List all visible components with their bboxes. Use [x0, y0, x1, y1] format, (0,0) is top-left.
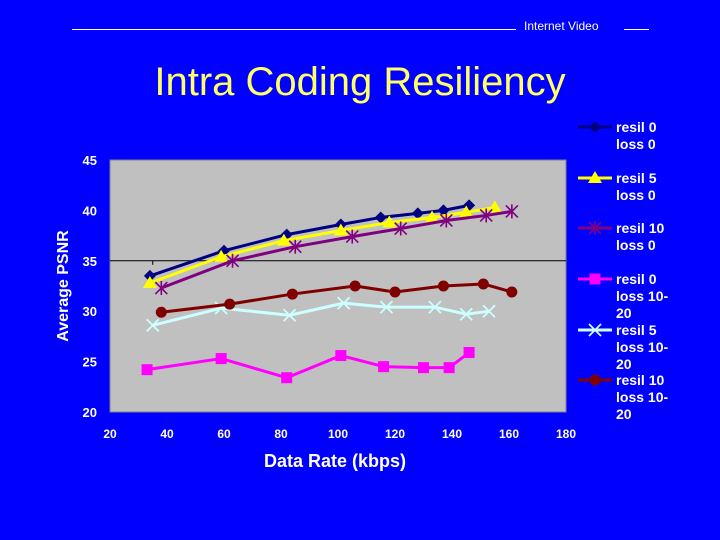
data-point	[155, 306, 167, 318]
series-resil-10-loss-0	[154, 204, 519, 296]
data-point	[425, 210, 440, 223]
data-point	[349, 280, 361, 292]
legend-swatch-marker	[589, 374, 601, 386]
legend-swatch-marker	[588, 171, 602, 183]
data-point	[154, 281, 168, 296]
data-point	[335, 350, 347, 362]
legend-label: resil 10 loss 0	[616, 220, 665, 253]
series-line	[161, 282, 513, 314]
x-axis-label: Data Rate (kbps)	[264, 451, 406, 471]
data-point	[482, 304, 496, 318]
data-point	[378, 361, 390, 373]
data-point	[439, 213, 453, 228]
x-tick-label: 80	[274, 427, 288, 441]
data-point	[225, 253, 240, 268]
x-tick-label: 100	[328, 427, 348, 441]
x-tick-label: 60	[217, 427, 231, 441]
series-line	[152, 301, 490, 327]
data-point	[214, 249, 229, 262]
data-point	[437, 280, 449, 292]
series-resil-10-loss-10-20	[155, 278, 518, 318]
legend-label: resil 0 loss 0	[616, 119, 657, 152]
plot-area	[109, 159, 567, 413]
y-tick-label: 35	[83, 254, 97, 269]
x-tick-label: 180	[556, 427, 576, 441]
data-point	[463, 347, 475, 359]
header-label: Internet Video	[524, 19, 599, 33]
data-point	[389, 286, 401, 298]
legend-swatch-marker	[588, 221, 602, 235]
legend-key-2	[578, 221, 612, 235]
data-point	[459, 205, 474, 218]
legend-key-5	[578, 374, 612, 386]
data-point	[286, 288, 298, 300]
data-point	[411, 207, 424, 220]
legend-swatch-marker	[588, 323, 602, 337]
x-tick-label: 20	[103, 427, 117, 441]
y-tick-label: 45	[83, 153, 97, 168]
data-point	[143, 269, 156, 282]
y-axis-label: Average PSNR	[55, 230, 72, 342]
data-point	[276, 233, 291, 246]
data-point	[146, 318, 160, 332]
data-point	[394, 221, 408, 236]
data-point	[333, 223, 348, 236]
data-point	[379, 300, 394, 314]
data-point	[505, 204, 519, 219]
data-point	[459, 307, 473, 321]
data-point	[288, 239, 302, 254]
data-point	[437, 204, 450, 217]
legend-label: resil 5 loss 0	[616, 170, 657, 203]
x-tick-label: 160	[499, 427, 519, 441]
data-point	[337, 296, 351, 310]
legend-key-0	[578, 121, 612, 133]
data-point	[224, 298, 236, 310]
header-rule-right	[624, 29, 649, 30]
x-tick-label: 120	[385, 427, 405, 441]
y-tick-label: 25	[83, 355, 97, 370]
data-point	[141, 364, 153, 376]
data-point	[418, 362, 429, 374]
data-point	[142, 275, 157, 288]
legend-swatch-marker	[589, 273, 601, 285]
y-tick-label: 20	[83, 405, 97, 420]
legend-label: resil 0 loss 10- 20	[616, 271, 669, 321]
series-resil-0-loss-10-20	[141, 347, 475, 384]
x-tick-label: 40	[160, 427, 174, 441]
y-tick-label: 40	[83, 203, 97, 218]
data-point	[281, 372, 293, 384]
slide-title: Intra Coding Resiliency	[154, 60, 566, 104]
legend-label: resil 5 loss 10- 20	[616, 322, 669, 372]
x-tick-label: 140	[442, 427, 462, 441]
data-point	[382, 215, 397, 228]
data-point	[477, 278, 489, 290]
legend-key-4	[578, 323, 612, 337]
series-line	[160, 209, 513, 290]
legend-swatch-marker	[589, 121, 601, 133]
data-point	[282, 308, 297, 322]
data-point	[215, 353, 227, 365]
data-point	[374, 211, 387, 224]
data-point	[428, 300, 442, 314]
y-tick-label: 30	[83, 304, 97, 319]
header-rule-left	[72, 29, 516, 30]
data-point	[443, 362, 455, 374]
legend-key-1	[578, 171, 612, 183]
data-point	[479, 208, 493, 223]
legend-key-3	[578, 273, 612, 285]
series-line	[149, 205, 496, 285]
legend-label: resil 10 loss 10- 20	[616, 372, 669, 422]
data-point	[345, 229, 359, 244]
data-point	[506, 286, 518, 298]
